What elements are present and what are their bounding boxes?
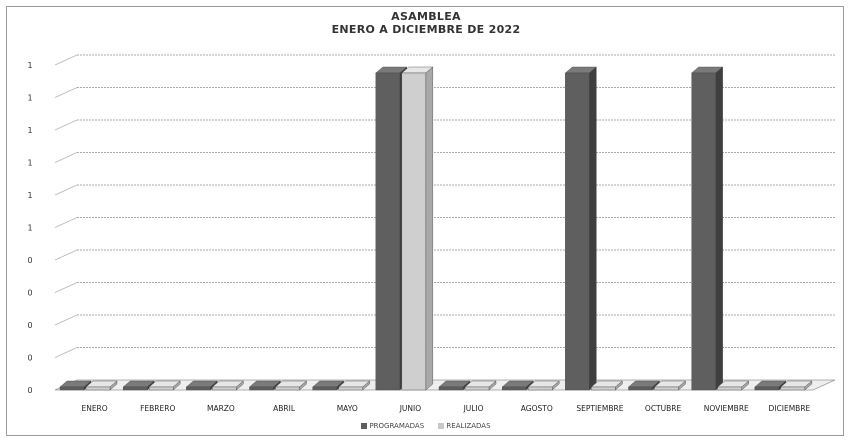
bar-realizadas — [338, 386, 363, 391]
y-tick-label: 1 — [27, 224, 32, 233]
bar-realizadas — [148, 386, 174, 391]
gridline-depth — [54, 347, 78, 358]
bar-programadas — [375, 72, 401, 391]
gridline-depth — [54, 87, 78, 98]
y-tick-label: 0 — [27, 256, 32, 265]
chart-title: ASAMBLEA — [391, 10, 461, 23]
bar-realizadas — [464, 386, 490, 391]
bar-realizadas — [527, 386, 553, 391]
chart-subtitle: ENERO A DICIEMBRE DE 2022 — [331, 23, 521, 36]
gridline-depth — [54, 184, 78, 196]
x-tick-label: ENERO — [81, 404, 107, 413]
x-tick-label: JULIO — [463, 404, 484, 413]
chart-title-block: ASAMBLEA ENERO A DICIEMBRE DE 2022 — [0, 10, 852, 36]
y-tick-label: 1 — [27, 159, 32, 168]
x-tick-label: SEPTIEMBRE — [576, 404, 623, 413]
gridline-depth — [54, 249, 78, 261]
x-tick-label: JUNIO — [399, 404, 422, 413]
bar-programadas — [754, 386, 780, 391]
bar-programadas — [122, 386, 148, 391]
bar-side — [425, 66, 434, 391]
x-tick-label: FEBRERO — [140, 404, 175, 413]
gridline-depth — [54, 314, 78, 326]
x-tick-label: OCTUBRE — [645, 404, 682, 413]
bar-programadas — [59, 386, 85, 391]
bar-realizadas — [275, 386, 300, 391]
gridline-depth — [54, 119, 78, 131]
gridline-depth — [54, 282, 78, 293]
legend-item-programadas: PROGRAMADAS — [361, 422, 426, 430]
bar-realizadas — [212, 386, 237, 391]
bar-programadas — [249, 386, 274, 391]
x-tick-label: MARZO — [207, 404, 235, 413]
x-tick-label: NOVIEMBRE — [704, 404, 749, 413]
y-tick-label: 0 — [27, 386, 32, 395]
y-tick-label: 1 — [27, 61, 32, 70]
gridline-depth — [54, 152, 78, 163]
legend-item-realizadas: REALIZADAS — [438, 422, 491, 430]
bar-programadas — [312, 386, 337, 391]
x-tick-label: DICIEMBRE — [769, 404, 811, 413]
y-tick-label: 0 — [27, 354, 32, 363]
bar-side — [715, 66, 723, 391]
bar-realizadas — [591, 386, 616, 391]
bar-side — [589, 66, 597, 391]
bar-programadas — [691, 72, 716, 391]
bar-programadas — [186, 386, 211, 391]
bar-realizadas — [717, 386, 742, 391]
bar-realizadas — [780, 386, 806, 391]
bar-realizadas — [401, 72, 427, 391]
bar-realizadas — [654, 386, 679, 391]
gridline-depth — [54, 217, 78, 228]
y-tick-label: 1 — [27, 191, 32, 200]
legend-swatch-realizadas — [438, 423, 445, 429]
bar-programadas — [438, 386, 464, 391]
chart-legend: PROGRAMADAS REALIZADAS — [0, 422, 852, 430]
x-tick-label: AGOSTO — [521, 404, 553, 413]
legend-label-programadas: PROGRAMADAS — [369, 422, 425, 430]
bar-programadas — [565, 72, 590, 391]
y-tick-label: 1 — [27, 94, 32, 103]
gridline-depth — [54, 54, 78, 66]
y-tick-label: 0 — [27, 321, 32, 330]
y-tick-label: 0 — [27, 289, 32, 298]
bar-programadas — [628, 386, 653, 391]
x-tick-label: ABRIL — [273, 404, 296, 413]
legend-swatch-programadas — [361, 423, 368, 429]
bar-realizadas — [85, 386, 111, 391]
bar-programadas — [501, 386, 527, 391]
legend-label-realizadas: REALIZADAS — [446, 422, 491, 430]
y-tick-label: 1 — [27, 126, 32, 135]
x-tick-label: MAYO — [337, 404, 358, 413]
